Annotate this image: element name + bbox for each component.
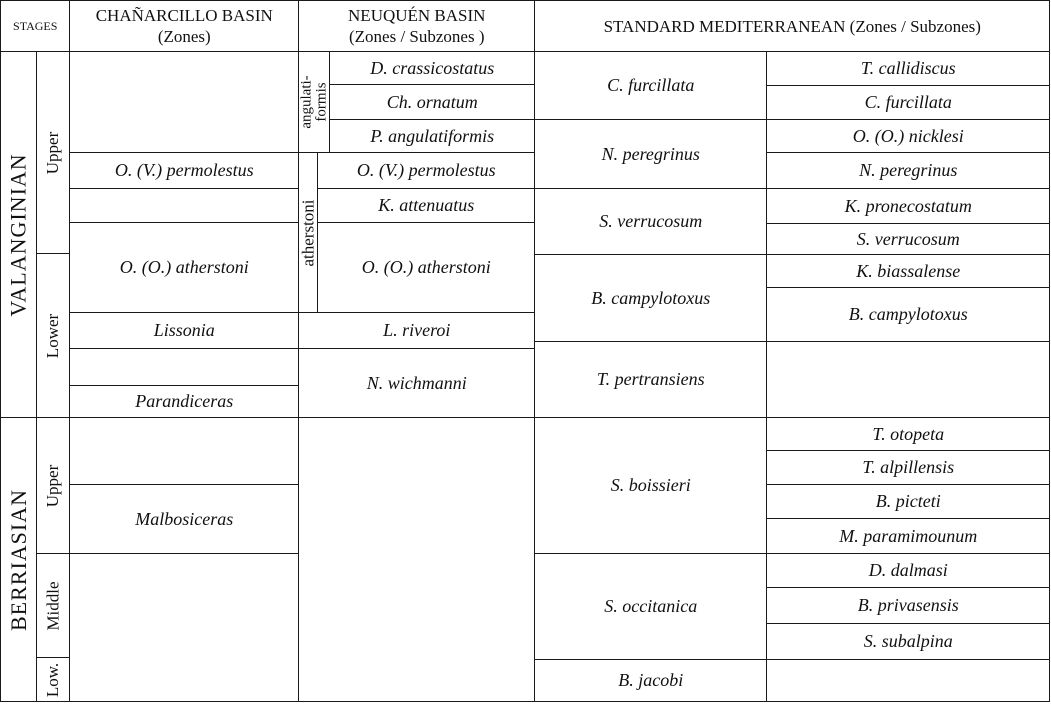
med-empty [766,659,1051,703]
med-subzone: O. (O.) nicklesi [766,119,1051,154]
chanarcillo-zone: O. (O.) atherstoni [69,222,300,314]
stage-berriasian: BERRIASIAN [0,417,38,703]
substage-label: Low. [43,662,63,697]
substage-label: Upper [43,464,63,507]
stage-berriasian-label: BERRIASIAN [5,488,31,631]
neuquen-subzone: O. (O.) atherstoni [317,222,536,314]
chanarcillo-empty [69,348,300,387]
label-line: formis [313,82,330,122]
stage-valanginian-label: VALANGINIAN [5,153,31,317]
med-zone: B. jacobi [534,659,768,703]
med-subzone: B. campylotoxus [766,287,1051,343]
substage-valanginian-lower: Lower [36,253,71,419]
neuquen-zone-angulatiformis: angulati-formis [298,51,331,154]
med-subzone: S. subalpina [766,623,1051,661]
med-zone: N. peregrinus [534,119,768,190]
chanarcillo-zone: Malbosiceras [69,484,300,555]
med-subzone: K. pronecostatum [766,188,1051,225]
neuquen-atherstoni-label: atherstoni [298,199,318,267]
neuquen-zone-atherstoni: atherstoni [298,152,319,314]
neuquen-zone: N. wichmanni [298,348,536,419]
chanarcillo-empty [69,188,300,224]
med-subzone: T. alpillensis [766,450,1051,486]
header-neuquen-title: NEUQUÉN BASIN [348,6,486,26]
med-zone: S. verrucosum [534,188,768,256]
substage-valanginian-upper: Upper [36,51,71,255]
med-subzone: N. peregrinus [766,152,1051,190]
header-neuquen: NEUQUÉN BASIN (Zones / Subzones ) [298,0,536,53]
label-line: angulati- [298,75,315,129]
neuquen-empty [298,417,536,703]
stage-valanginian: VALANGINIAN [0,51,38,419]
chanarcillo-zone: Lissonia [69,312,300,350]
med-subzone: M. paramimounum [766,518,1051,555]
chanarcillo-empty [69,51,300,154]
chanarcillo-empty [69,553,300,703]
header-neuquen-sub: (Zones / Subzones ) [348,27,485,47]
substage-berriasian-middle: Middle [36,553,71,659]
med-subzone: T. callidiscus [766,51,1051,87]
substage-label: Middle [43,581,63,631]
med-zone: S. boissieri [534,417,768,555]
substage-berriasian-lower: Low. [36,657,71,703]
header-chanarcillo-title: CHAÑARCILLO BASIN [95,6,273,26]
neuquen-subzone: K. attenuatus [317,188,536,224]
neuquen-angulatiformis-label: angulati-formis [298,75,330,129]
neuquen-subzone: Ch. ornatum [329,84,536,121]
header-mediterranean: STANDARD MEDITERRANEAN (Zones / Subzones… [534,0,1051,53]
header-stages: STAGES [0,0,71,53]
med-zone: C. furcillata [534,51,768,121]
header-mediterranean-label: STANDARD MEDITERRANEAN (Zones / Subzones… [603,16,981,36]
substage-berriasian-upper: Upper [36,417,71,555]
neuquen-subzone: P. angulatiformis [329,119,536,154]
substage-label: Upper [43,131,63,174]
header-chanarcillo: CHAÑARCILLO BASIN (Zones) [69,0,300,53]
med-zone: T. pertransiens [534,341,768,419]
med-subzone: B. picteti [766,484,1051,520]
header-chanarcillo-sub: (Zones) [157,27,211,47]
med-subzone: K. biassalense [766,254,1051,289]
med-subzone: B. privasensis [766,587,1051,625]
med-subzone: C. furcillata [766,85,1051,121]
med-zone: S. occitanica [534,553,768,661]
med-subzone: T. otopeta [766,417,1051,452]
substage-label: Lower [43,313,63,358]
med-empty [766,341,1051,419]
neuquen-subzone: O. (V.) permolestus [317,152,536,190]
chanarcillo-zone: Parandiceras [69,385,300,419]
med-subzone: S. verrucosum [766,223,1051,256]
neuquen-zone: L. riveroi [298,312,536,350]
neuquen-subzone: D. crassicostatus [329,51,536,86]
med-subzone: D. dalmasi [766,553,1051,589]
med-zone: B. campylotoxus [534,254,768,343]
chanarcillo-empty [69,417,300,486]
header-stages-label: STAGES [13,18,58,33]
chanarcillo-zone: O. (V.) permolestus [69,152,300,190]
